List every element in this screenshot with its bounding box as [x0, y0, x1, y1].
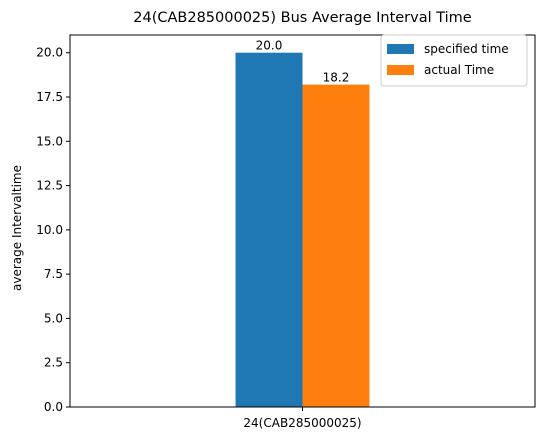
bar-value-label: 18.2 — [323, 71, 350, 85]
legend-swatch-actual-time — [387, 65, 414, 75]
y-axis-label: average Intervaltime — [10, 165, 24, 291]
chart-title: 24(CAB285000025) Bus Average Interval Ti… — [133, 10, 472, 26]
bars-group — [235, 52, 370, 407]
legend-label-specified-time: specified time — [424, 42, 509, 56]
y-tick-label: 12.5 — [36, 179, 63, 193]
x-tick-label: 24(CAB285000025) — [243, 416, 361, 430]
bar-actual-time — [302, 84, 370, 407]
y-tick-label: 15.0 — [36, 134, 63, 148]
y-tick-label: 5.0 — [44, 311, 63, 325]
legend: specified time actual Time — [380, 34, 528, 87]
y-axis-ticks: 0.0 2.5 5.0 7.5 10.0 12.5 15.0 17.5 20.0 — [36, 46, 70, 414]
y-tick-label: 20.0 — [36, 46, 63, 60]
legend-box — [380, 34, 528, 87]
legend-label-actual-time: actual Time — [424, 63, 494, 77]
y-tick-label: 7.5 — [44, 267, 63, 281]
bar-value-label: 20.0 — [256, 39, 283, 53]
y-tick-label: 2.5 — [44, 356, 63, 370]
y-tick-label: 0.0 — [44, 400, 63, 414]
x-axis-ticks: 24(CAB285000025) — [243, 407, 362, 430]
y-tick-label: 10.0 — [36, 223, 63, 237]
bar-specified-time — [235, 52, 303, 407]
bar-labels-group: 20.0 18.2 — [256, 39, 350, 85]
legend-swatch-specified-time — [387, 44, 414, 54]
y-tick-label: 17.5 — [36, 90, 63, 104]
plot-frame — [69, 34, 536, 408]
